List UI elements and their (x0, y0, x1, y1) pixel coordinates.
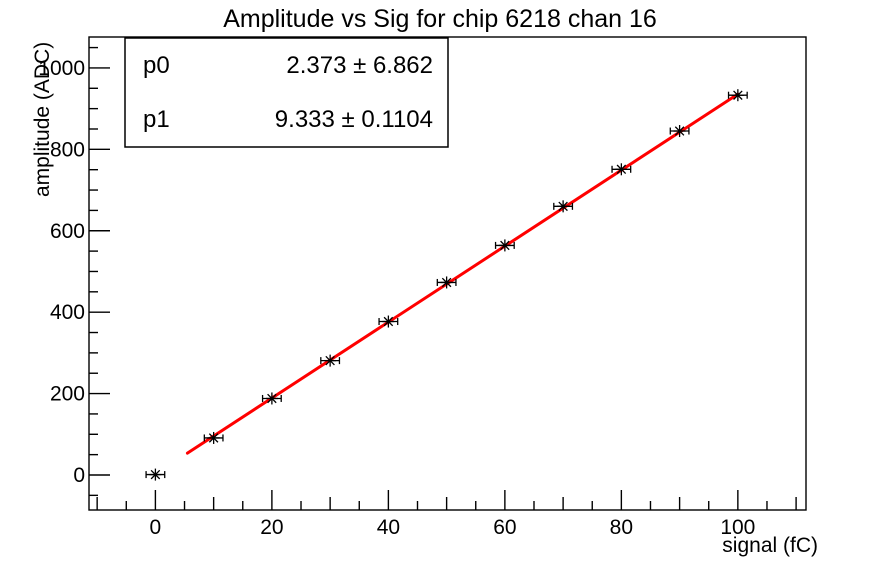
y-tick-label: 1000 (38, 57, 85, 80)
y-tick-label: 0 (73, 464, 85, 487)
plot-frame (88, 36, 807, 511)
stats-p0-label: p0 (143, 52, 170, 79)
marker-asterisk (558, 201, 568, 212)
y-tick-label: 800 (50, 138, 85, 161)
marker-asterisk (441, 277, 452, 288)
data-point (378, 315, 399, 328)
chart-title: Amplitude vs Sig for chip 6218 chan 16 (223, 5, 657, 33)
marker-asterisk (267, 393, 277, 404)
marker-asterisk (383, 316, 394, 327)
x-tick-label: 60 (493, 516, 516, 539)
marker-asterisk (150, 469, 161, 480)
fit-line (185, 92, 740, 455)
marker-asterisk (500, 240, 510, 251)
y-axis-title: amplitude (ADC) (31, 42, 54, 197)
data-point (320, 354, 341, 367)
data-points (145, 89, 748, 481)
stats-box-frame (124, 37, 449, 148)
x-axis-title: signal (fC) (722, 534, 818, 557)
x-tick-label: 40 (377, 516, 400, 539)
stats-box: p0 2.373 ± 6.862 p1 9.333 ± 0.1104 (124, 37, 449, 148)
data-point (553, 200, 574, 213)
data-point (203, 431, 224, 444)
data-point (494, 239, 515, 252)
x-tick-label: 100 (720, 516, 755, 539)
x-tick-label: 20 (260, 516, 283, 539)
marker-asterisk (208, 433, 219, 443)
marker-asterisk (733, 90, 743, 100)
data-point (261, 392, 282, 405)
x-tick-label: 0 (150, 516, 162, 539)
marker-asterisk (616, 164, 627, 175)
stats-p1-value: 9.333 ± 0.1104 (275, 106, 433, 133)
marker-asterisk (674, 126, 685, 136)
stats-p1-label: p1 (143, 106, 170, 133)
x-tick-label: 80 (610, 516, 633, 539)
y-tick-label: 400 (50, 301, 85, 324)
data-point (727, 89, 748, 102)
data-point (145, 468, 166, 481)
stats-p0-value: 2.373 ± 6.862 (286, 52, 433, 79)
y-tick-label: 200 (50, 383, 85, 406)
data-point (669, 125, 690, 138)
data-point (611, 163, 632, 176)
y-tick-label: 600 (50, 220, 85, 243)
axis-ticks (89, 46, 797, 510)
data-point (436, 276, 457, 289)
marker-asterisk (325, 355, 335, 366)
